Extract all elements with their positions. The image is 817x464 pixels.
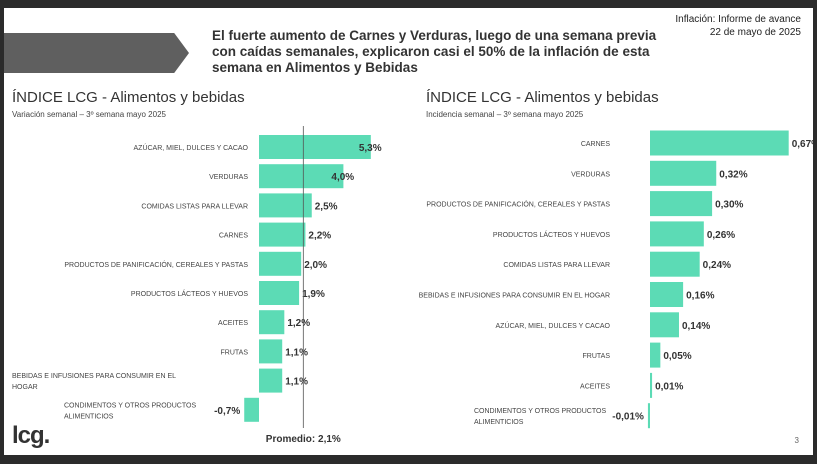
category-label: CARNES xyxy=(219,233,249,240)
category-label: COMIDAS LISTAS PARA LLEVAR xyxy=(503,262,610,269)
category-label: AZÚCAR, MIEL, DULCES Y CACAO xyxy=(496,321,611,330)
lcg-logo: lcg. xyxy=(12,422,50,449)
value-label: 1,1% xyxy=(285,377,308,388)
bar xyxy=(259,164,344,189)
bar xyxy=(259,310,285,335)
value-label: 5,3% xyxy=(359,143,382,154)
bar xyxy=(650,312,679,338)
headline: El fuerte aumento de Carnes y Verduras, … xyxy=(212,28,657,75)
value-label: 1,1% xyxy=(285,347,308,358)
value-label: 0,01% xyxy=(655,381,683,392)
category-label: ACEITES xyxy=(218,320,248,327)
category-label: BEBIDAS E INFUSIONES PARA CONSUMIR EN EL xyxy=(12,373,176,380)
bar xyxy=(650,251,700,277)
category-label: CARNES xyxy=(581,141,611,148)
bar xyxy=(650,282,684,307)
charts-svg: AZÚCAR, MIEL, DULCES Y CACAO 5,3% VERDURAS… xyxy=(12,126,813,445)
page-number: 3 xyxy=(794,436,799,445)
category-label: ACEITES xyxy=(580,383,610,390)
value-label: 1,9% xyxy=(302,289,325,300)
bar xyxy=(244,397,259,422)
bar xyxy=(647,403,650,429)
bar xyxy=(650,342,661,368)
right-chart-subtitle: Incidencia semanal – 3º semana mayo 2025 xyxy=(426,110,584,119)
bar xyxy=(650,191,713,217)
category-label: ALIMENTICIOS xyxy=(474,419,524,426)
arrow-banner xyxy=(4,33,189,73)
left-chart-subtitle: Variación semanal – 3º semana mayo 2025 xyxy=(12,110,166,119)
bar xyxy=(259,368,283,393)
value-label: 0,16% xyxy=(686,291,714,302)
category-label: BEBIDAS E INFUSIONES PARA CONSUMIR EN EL… xyxy=(419,293,610,300)
average-label: Promedio: 2,1% xyxy=(266,434,341,445)
category-label: AZÚCAR, MIEL, DULCES Y CACAO xyxy=(134,143,249,152)
left-chart-title: ÍNDICE LCG - Alimentos y bebidas xyxy=(12,89,245,106)
category-label: VERDURAS xyxy=(209,174,248,181)
category-label: PRODUCTOS DE PANIFICACIÓN, CEREALES Y PA… xyxy=(64,260,248,269)
value-label: 0,14% xyxy=(682,321,710,332)
value-label: 0,26% xyxy=(707,230,735,241)
category-label: CONDIMENTOS Y OTROS PRODUCTOS xyxy=(64,402,196,409)
value-label: 0,67% xyxy=(792,139,813,150)
category-label: HOGAR xyxy=(12,384,38,391)
value-label: 4,0% xyxy=(331,172,354,183)
bar xyxy=(259,135,371,159)
value-label: 2,5% xyxy=(315,201,338,212)
category-label: VERDURAS xyxy=(571,171,610,178)
value-label: 0,32% xyxy=(719,169,747,180)
category-label: FRUTAS xyxy=(221,349,249,356)
category-label: ALIMENTICIOS xyxy=(64,413,114,420)
category-label: COMIDAS LISTAS PARA LLEVAR xyxy=(141,203,248,210)
value-label: 0,30% xyxy=(715,200,743,211)
value-label: 1,2% xyxy=(287,318,310,329)
bar xyxy=(650,372,653,398)
value-label: 2,2% xyxy=(308,231,331,242)
bar xyxy=(650,160,717,186)
value-label: -0,01% xyxy=(612,412,644,423)
bar xyxy=(259,193,312,218)
value-label: 2,0% xyxy=(304,260,327,271)
report-title: Inflación: Informe de avance xyxy=(675,14,801,25)
value-label: 0,05% xyxy=(663,351,691,362)
category-label: PRODUCTOS LÁCTEOS Y HUEVOS xyxy=(493,230,610,239)
bar xyxy=(259,281,300,305)
value-label: -0,7% xyxy=(214,406,240,417)
bar xyxy=(650,221,704,247)
value-label: 0,24% xyxy=(703,260,731,271)
category-label: PRODUCTOS LÁCTEOS Y HUEVOS xyxy=(131,289,248,298)
category-label: FRUTAS xyxy=(583,353,611,360)
right-chart-title: ÍNDICE LCG - Alimentos y bebidas xyxy=(426,89,659,106)
report-info: Inflación: Informe de avance 22 de mayo … xyxy=(675,13,801,39)
bar xyxy=(650,130,789,156)
category-label: CONDIMENTOS Y OTROS PRODUCTOS xyxy=(474,408,606,415)
category-label: PRODUCTOS DE PANIFICACIÓN, CEREALES Y PA… xyxy=(426,200,610,209)
bar xyxy=(259,339,283,364)
bar xyxy=(259,251,302,276)
bar xyxy=(259,222,306,247)
slide: El fuerte aumento de Carnes y Verduras, … xyxy=(4,8,813,455)
report-date: 22 de mayo de 2025 xyxy=(709,27,801,38)
